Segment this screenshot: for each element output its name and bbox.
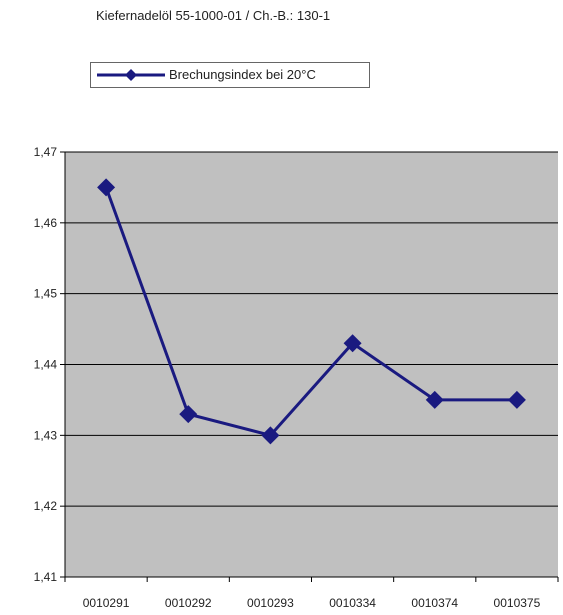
y-tick-label: 1,44 [34,358,58,372]
series-line [104,186,517,438]
data-point-marker [97,178,116,197]
chart-title: Kiefernadelöl 55-1000-01 / Ch.-B.: 130-1 [96,8,331,23]
data-point-marker [343,334,362,353]
y-tick-label: 1,42 [34,499,58,513]
y-tick-label: 1,45 [34,287,58,301]
data-point-marker [261,426,280,445]
x-tick-label: 0010292 [165,596,212,610]
y-tick-label: 1,46 [34,216,58,230]
data-point-marker [507,390,526,409]
legend-label: Brechungsindex bei 20°C [169,67,316,82]
x-tick-label: 0010293 [247,596,294,610]
y-tick-label: 1,43 [34,428,58,442]
x-tick-label: 0010291 [83,596,130,610]
y-tick-label: 1,47 [34,145,58,159]
x-tick-label: 0010334 [329,596,376,610]
y-tick-label: 1,41 [34,570,58,584]
x-tick-label: 0010374 [411,596,458,610]
data-point-marker [425,390,444,409]
legend-line-marker-icon [97,69,165,81]
data-point-marker [179,405,198,424]
chart-legend: Brechungsindex bei 20°C [90,62,370,88]
x-tick-label: 0010375 [494,596,541,610]
